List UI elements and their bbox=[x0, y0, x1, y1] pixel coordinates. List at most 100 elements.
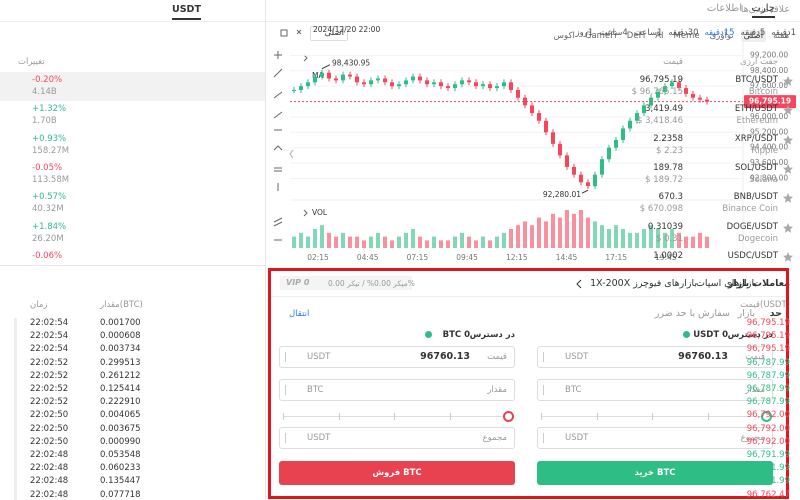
change: -0.06% bbox=[32, 250, 63, 261]
candle bbox=[698, 97, 702, 100]
sub-tab[interactable]: GameFi bbox=[584, 31, 617, 41]
tab[interactable]: علاقه‌مندی‌ها bbox=[740, 4, 790, 15]
candle bbox=[656, 91, 660, 98]
input[interactable] bbox=[537, 379, 773, 401]
sub-tab[interactable]: Meme bbox=[673, 31, 700, 41]
volume-bar bbox=[656, 229, 660, 248]
star[interactable] bbox=[783, 251, 793, 262]
candle bbox=[362, 82, 366, 85]
candle bbox=[530, 105, 534, 114]
view-select[interactable]: اصلی bbox=[310, 26, 348, 41]
input-label: قیمت bbox=[745, 352, 765, 362]
volume-bar bbox=[390, 240, 394, 248]
timeframe[interactable]: 30دقیقه bbox=[668, 28, 699, 38]
low-label: 92,280.01 bbox=[543, 190, 581, 199]
order-tab[interactable]: حد bbox=[769, 308, 782, 319]
input[interactable] bbox=[279, 427, 515, 449]
futures-tab[interactable]: بازارهای فیوچرز 1X-200X bbox=[590, 278, 697, 289]
star[interactable] bbox=[783, 105, 793, 116]
candle bbox=[369, 80, 373, 85]
volume-bar bbox=[453, 236, 457, 248]
pair: XRP/USDT bbox=[734, 133, 778, 144]
volume-bar bbox=[313, 229, 317, 248]
trade-price: 96,787.99 bbox=[746, 357, 790, 368]
tab[interactable]: USDT bbox=[172, 4, 201, 20]
sub-tab[interactable]: DeFi bbox=[626, 31, 646, 41]
price: 3,419.49 bbox=[645, 104, 683, 115]
candle bbox=[516, 90, 520, 98]
volume-bar bbox=[530, 225, 534, 248]
input[interactable] bbox=[279, 379, 515, 401]
star[interactable] bbox=[783, 193, 793, 203]
pair: SOL/USDT bbox=[734, 162, 778, 173]
last-price-label: 96,795.19 bbox=[749, 97, 791, 106]
volume-bar bbox=[516, 225, 520, 248]
candle bbox=[544, 120, 548, 133]
timeframe[interactable]: 5دقیقه bbox=[740, 28, 766, 38]
trade-price: 96,791.99 bbox=[746, 463, 790, 474]
candle bbox=[502, 82, 506, 87]
y-tick-label: 92,800.00 bbox=[750, 173, 788, 182]
vol-label: VOL bbox=[312, 208, 328, 217]
spot-tab[interactable]: بازارهای اسپات bbox=[695, 278, 757, 289]
candle bbox=[509, 82, 513, 90]
volume: 113.58M bbox=[32, 174, 70, 185]
trade-time: 22:02:52 bbox=[30, 397, 69, 408]
trade-time: 22:02:50 bbox=[30, 423, 69, 434]
transfer-link[interactable]: انتقال bbox=[289, 309, 310, 319]
trade-amount: 0.004065 bbox=[100, 410, 141, 421]
trade-time: 22:02:52 bbox=[30, 357, 69, 368]
order-tab[interactable]: سفارش با حد ضرر bbox=[654, 308, 730, 319]
order-tab[interactable]: بازار bbox=[737, 308, 755, 319]
fee: میکر 0.00% / تیکر 0.00% bbox=[328, 279, 415, 288]
sub-tab[interactable]: AI bbox=[655, 31, 664, 41]
volume-bar bbox=[446, 240, 450, 248]
trade-amount: 0.001700 bbox=[100, 318, 141, 328]
x-tick-label: 04:45 bbox=[357, 253, 379, 262]
input[interactable] bbox=[537, 346, 773, 368]
star[interactable] bbox=[783, 134, 793, 145]
slider-handle bbox=[761, 411, 772, 422]
x-tick-label: 14:45 bbox=[556, 253, 578, 262]
trades-title: معاملات بازار bbox=[727, 278, 790, 289]
x-tick-label: 12:15 bbox=[506, 253, 528, 262]
timeframe[interactable]: 1ساعت bbox=[633, 28, 663, 38]
trade-price: 96,792.00 bbox=[746, 436, 790, 447]
timeframe[interactable]: 1دقیقه bbox=[771, 28, 796, 38]
volume-bar bbox=[355, 236, 359, 248]
sub-tab[interactable]: هفته bbox=[773, 31, 789, 41]
ma-label: MA bbox=[312, 71, 324, 80]
input-unit: BTC bbox=[307, 385, 324, 395]
slider-tick bbox=[707, 413, 709, 420]
button[interactable]: فروش BTC bbox=[279, 461, 515, 485]
candle bbox=[320, 72, 324, 77]
timeframe[interactable]: 4ساعت bbox=[599, 28, 628, 38]
candle bbox=[537, 113, 541, 121]
input[interactable] bbox=[279, 346, 515, 368]
y-tick-label: 99,200.00 bbox=[750, 50, 788, 59]
toolbar bbox=[273, 29, 308, 241]
star[interactable] bbox=[783, 163, 793, 174]
button[interactable]: خرید BTC bbox=[537, 461, 773, 485]
sub-tab[interactable]: نوآوری bbox=[709, 31, 734, 41]
divider bbox=[265, 0, 266, 500]
tab[interactable]: چارت bbox=[751, 3, 775, 18]
input[interactable] bbox=[537, 427, 773, 449]
input-value: 96760.13 bbox=[678, 351, 728, 362]
chevron bbox=[576, 279, 582, 289]
timeframe[interactable]: 1روز bbox=[575, 28, 594, 38]
candle bbox=[418, 76, 422, 81]
sub-tab[interactable]: اصلی bbox=[740, 30, 767, 42]
volume: 40.32M bbox=[32, 204, 64, 215]
volume-bar bbox=[621, 229, 625, 248]
candle bbox=[383, 78, 387, 83]
star[interactable] bbox=[783, 76, 793, 86]
star[interactable] bbox=[783, 222, 793, 233]
sub-tab[interactable]: اکوس bbox=[553, 31, 575, 41]
divider bbox=[271, 296, 786, 297]
volume-bar bbox=[418, 236, 422, 248]
input-unit: USDT bbox=[565, 433, 589, 443]
tab[interactable]: اطلاعات bbox=[706, 3, 742, 14]
timeframe[interactable]: 15دقیقه bbox=[704, 28, 735, 38]
trade-price: 96,792.00 bbox=[746, 423, 790, 434]
